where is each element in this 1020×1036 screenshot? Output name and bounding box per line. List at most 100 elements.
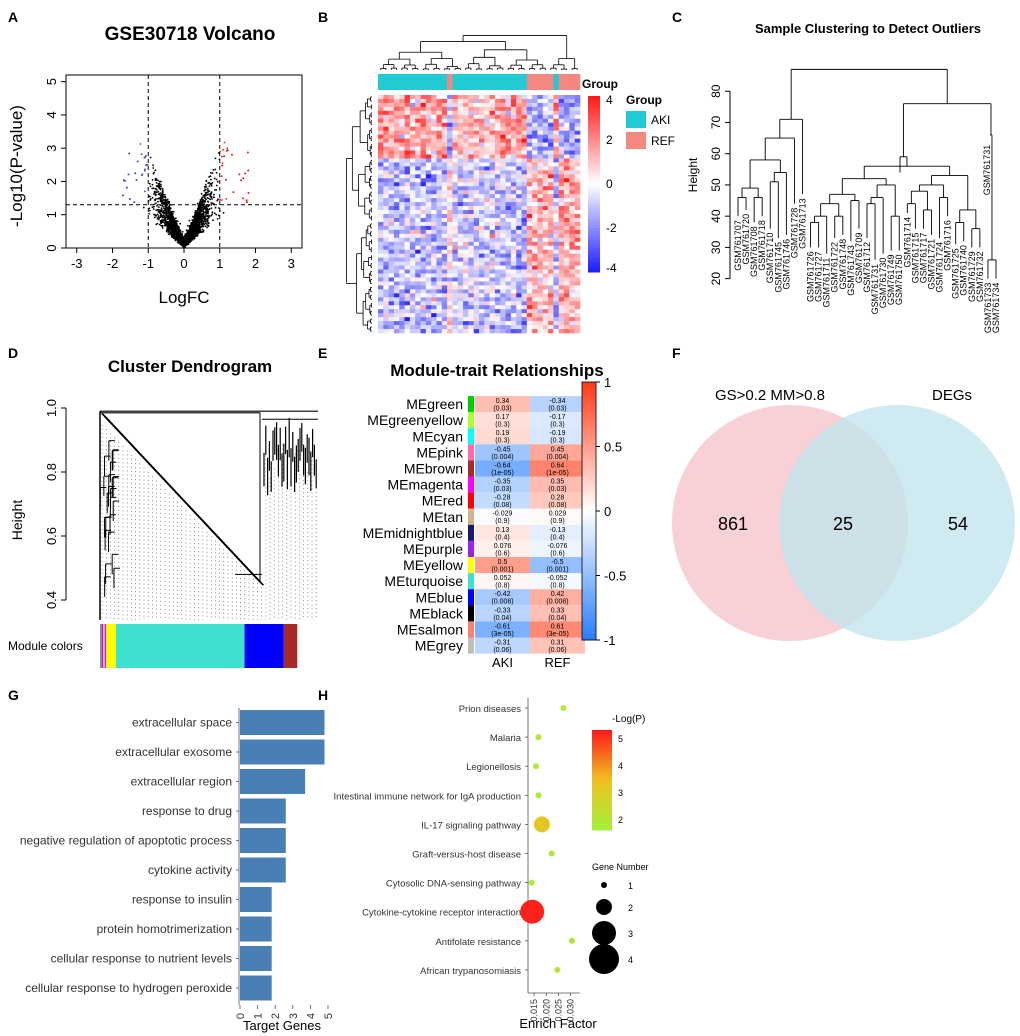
heatmap-cell — [558, 182, 565, 187]
heatmap-cell — [383, 214, 389, 219]
heatmap-cell — [383, 186, 389, 191]
heatmap-cell — [489, 162, 496, 167]
heatmap-cell — [473, 225, 480, 231]
heatmap-cell — [494, 95, 501, 100]
volcano-point — [151, 179, 154, 181]
heatmap-cell — [415, 118, 421, 124]
heatmap-cell — [542, 198, 549, 203]
volcano-point — [211, 213, 213, 216]
heatmap-cell — [409, 186, 416, 191]
heatmap-cell — [548, 237, 554, 243]
heatmap-cell — [505, 309, 512, 314]
heatmap-cell — [468, 277, 474, 282]
heatmap-cell — [399, 261, 405, 266]
heatmap-cell — [574, 321, 581, 326]
heatmap-cell — [452, 158, 459, 163]
heatmap-cell — [489, 138, 496, 143]
heatmap-cell — [548, 98, 554, 104]
volcano-point — [210, 172, 212, 174]
heatmap-cell — [526, 118, 533, 124]
heatmap-cell — [420, 170, 427, 175]
heatmap-cell — [409, 150, 416, 155]
heatmap-cell — [510, 194, 517, 199]
heatmap-cell — [436, 265, 443, 270]
heatmap-cell — [447, 273, 453, 278]
heatmap-cell — [505, 321, 512, 326]
heatmap-cell — [420, 329, 427, 334]
heatmap-cell — [564, 237, 570, 243]
heatmap-cell — [452, 166, 459, 171]
heatmap-cell — [404, 313, 411, 318]
volcano-point — [165, 199, 168, 202]
heatmap-cell — [463, 265, 469, 270]
heatmap-cell — [409, 162, 416, 167]
panel-letter-f: F — [672, 345, 681, 361]
heatmap-cell — [441, 237, 448, 243]
heatmap-cell — [452, 249, 459, 254]
heatmap-cell — [473, 166, 480, 171]
heatmap-cell — [425, 245, 432, 250]
heatmap-cell — [537, 98, 544, 104]
heatmap-cell — [521, 265, 528, 270]
heatmap-cell — [542, 118, 549, 124]
heatmap-cell — [484, 182, 490, 187]
heatmap-cell — [494, 166, 501, 171]
heatmap-cell — [468, 130, 474, 135]
heatmap-cell — [393, 142, 400, 147]
heatmap-cell — [393, 118, 400, 124]
heatmap-cell — [457, 102, 464, 108]
volcano-title: GSE30718 Volcano — [105, 24, 276, 45]
heatmap-cell — [463, 241, 469, 247]
heatmap-cell — [553, 245, 560, 250]
heatmap-cell — [526, 277, 533, 282]
heatmap-cell — [569, 329, 575, 334]
heatmap-cell — [532, 221, 538, 227]
heatmap-cell — [564, 162, 570, 167]
heatmap-cell — [393, 146, 400, 151]
heatmap-cell — [532, 269, 538, 274]
volcano-point — [158, 192, 161, 195]
heatmap-cell — [500, 114, 506, 120]
heatmap-cell — [505, 269, 512, 274]
heatmap-cell — [447, 329, 453, 334]
heatmap-cell — [558, 114, 565, 120]
volcano-point — [172, 217, 175, 220]
volcano-point — [221, 155, 223, 158]
heatmap-cell — [521, 245, 528, 250]
heatmap-cell — [447, 317, 453, 322]
heatmap-cell — [468, 170, 474, 175]
heatmap-cell — [532, 329, 538, 334]
volcano-point — [161, 191, 164, 194]
heatmap-cell — [569, 134, 575, 139]
heatmap-cell — [399, 273, 405, 278]
heatmap-cell — [415, 241, 421, 247]
heatmap-cell — [473, 317, 480, 322]
heatmap-cell — [468, 281, 474, 286]
volcano-point — [198, 201, 201, 204]
heatmap-cell — [409, 102, 416, 108]
heatmap-cell — [441, 221, 448, 227]
heatmap-cell — [399, 313, 405, 318]
heatmap-cell — [564, 261, 570, 266]
heatmap-cell — [452, 309, 459, 314]
heatmap-cell — [489, 321, 496, 326]
heatmap-cell — [564, 281, 570, 286]
volcano-point — [176, 229, 179, 232]
heatmap-cell — [399, 305, 405, 310]
heatmap-cell — [420, 249, 427, 254]
heatmap-cell — [479, 221, 485, 227]
heatmap-cell — [457, 229, 464, 235]
heatmap-cell — [404, 210, 411, 215]
volcano-point — [167, 229, 170, 232]
heatmap-cell — [452, 186, 459, 191]
heatmap-cell — [521, 305, 528, 310]
heatmap-cell — [393, 301, 400, 306]
heatmap-cell — [569, 305, 575, 310]
heatmap-cell — [420, 261, 427, 266]
volcano-point — [128, 198, 131, 200]
heatmap-cell — [521, 190, 528, 195]
heatmap-cell — [537, 178, 544, 183]
volcano-point — [160, 185, 162, 188]
heatmap-cell — [388, 166, 395, 171]
heatmap-cell — [436, 301, 443, 306]
